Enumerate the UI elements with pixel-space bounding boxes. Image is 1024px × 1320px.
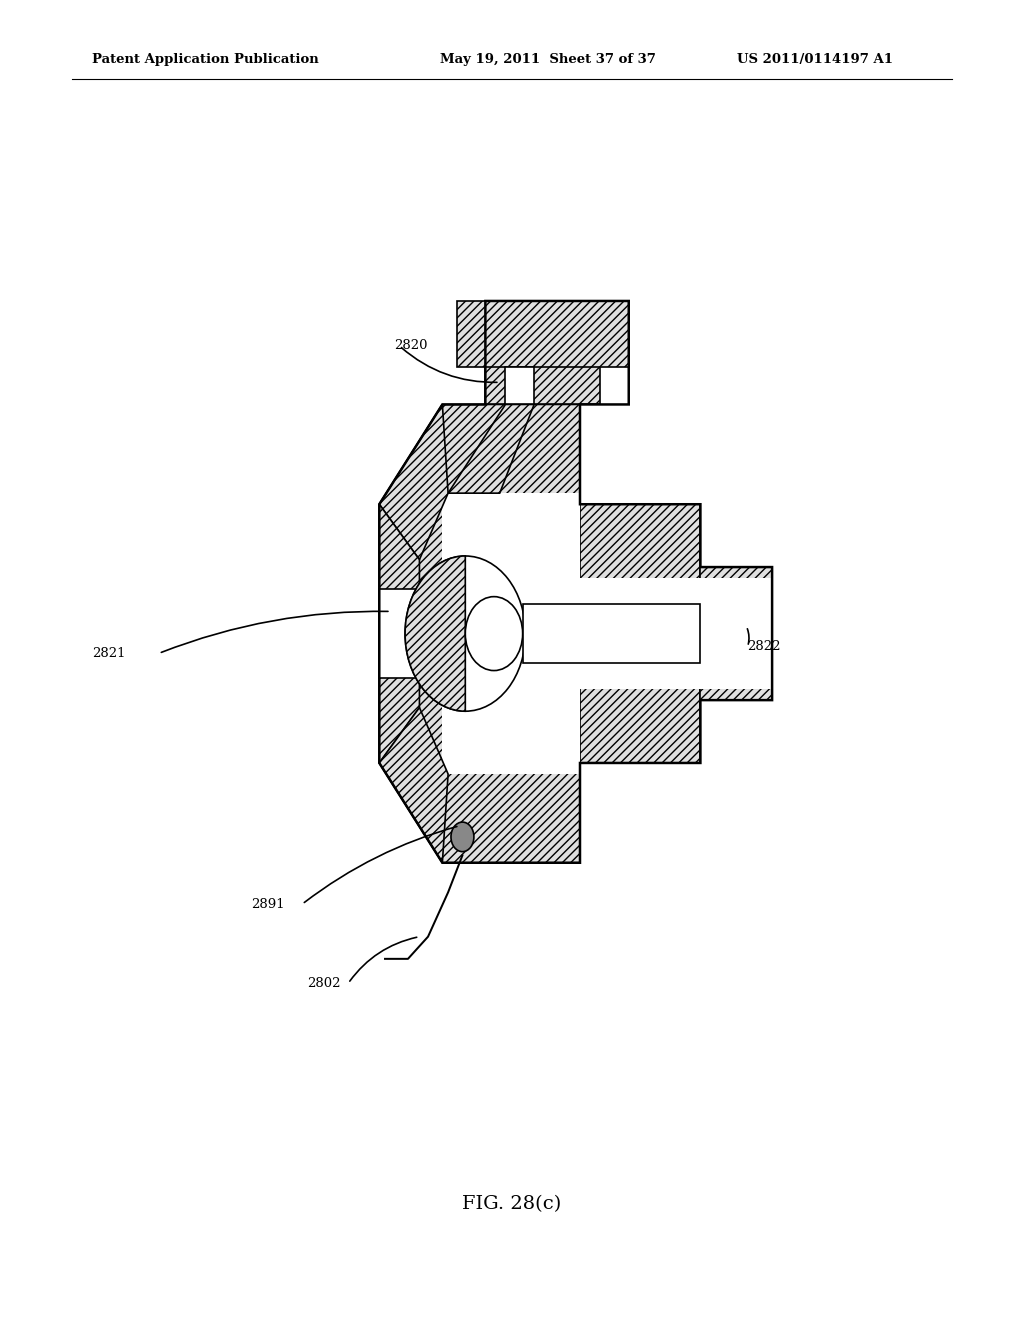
Polygon shape (449, 404, 535, 494)
Text: US 2011/0114197 A1: US 2011/0114197 A1 (737, 53, 893, 66)
Text: Patent Application Publication: Patent Application Publication (92, 53, 318, 66)
Text: May 19, 2011  Sheet 37 of 37: May 19, 2011 Sheet 37 of 37 (440, 53, 656, 66)
Text: 2821: 2821 (92, 647, 126, 660)
Text: 2891: 2891 (251, 898, 285, 911)
Polygon shape (379, 404, 449, 560)
Circle shape (406, 556, 525, 711)
Text: 2820: 2820 (394, 339, 428, 352)
Text: 2822: 2822 (748, 640, 781, 653)
Circle shape (465, 597, 522, 671)
Polygon shape (457, 301, 629, 367)
Polygon shape (522, 605, 700, 663)
Circle shape (451, 822, 474, 851)
Polygon shape (700, 568, 772, 700)
Polygon shape (379, 504, 420, 763)
Polygon shape (379, 404, 580, 863)
Polygon shape (442, 494, 580, 774)
Text: 2802: 2802 (307, 977, 341, 990)
Wedge shape (406, 556, 465, 711)
Polygon shape (580, 578, 772, 689)
Polygon shape (506, 367, 535, 404)
Text: FIG. 28(c): FIG. 28(c) (463, 1195, 561, 1213)
Polygon shape (379, 708, 449, 863)
Polygon shape (485, 301, 600, 404)
Polygon shape (379, 589, 420, 678)
Polygon shape (580, 504, 700, 763)
